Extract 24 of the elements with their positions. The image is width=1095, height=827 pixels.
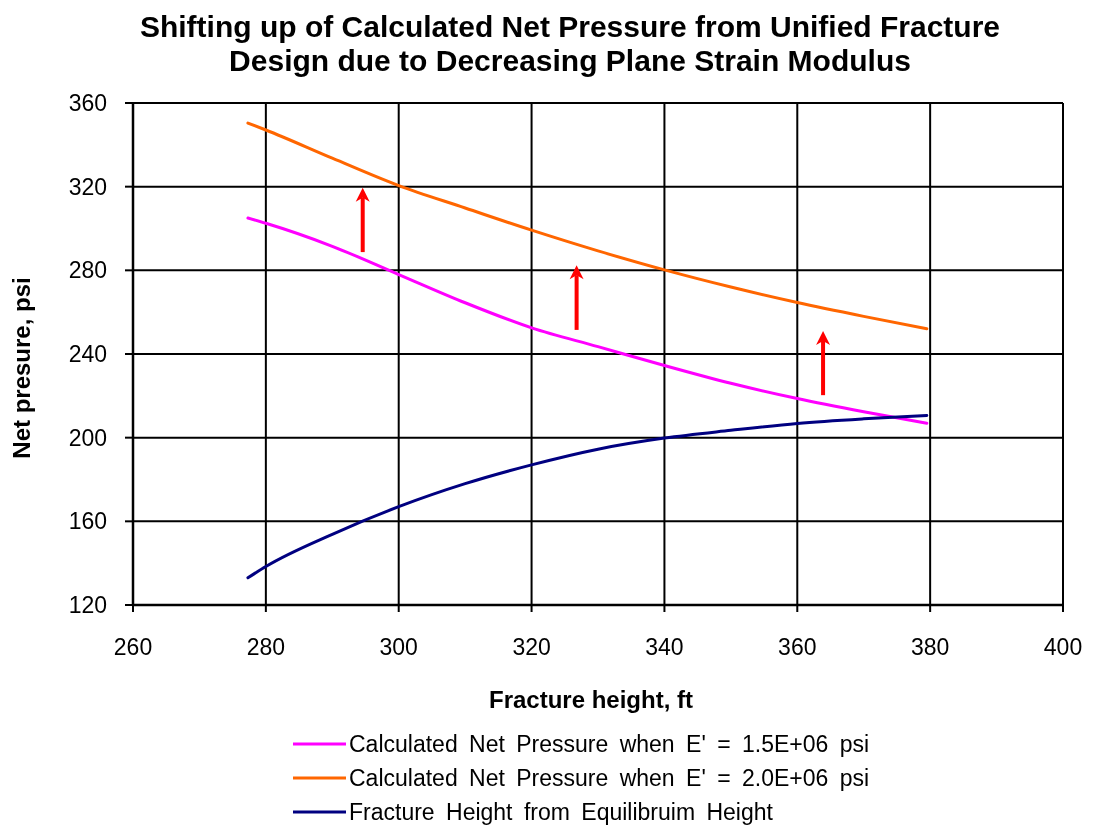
x-tick-label: 380 <box>910 634 950 660</box>
x-tick-label: 400 <box>1043 634 1083 660</box>
x-tick-label: 320 <box>512 634 551 660</box>
x-tick-label: 300 <box>379 634 418 660</box>
x-tick-label: 340 <box>645 634 684 660</box>
legend-label: Calculated Net Pressure when E' = 2.0E+06 psi <box>349 765 870 791</box>
y-tick-label: 280 <box>68 257 107 284</box>
y-tick-label: 200 <box>68 424 107 451</box>
x-tick-label: 280 <box>246 634 286 660</box>
line-series <box>246 216 929 425</box>
legend-label: Fracture Height from Equilibruim Height <box>349 799 774 825</box>
chart-title: Shifting up of Calculated Net Pressure from Unified Fracture Design due to Decreasing Plane Strain Modulus <box>139 10 1001 77</box>
legend-label: Calculated Net Pressure when E' = 1.5E+06 psi <box>349 731 870 757</box>
x-tick-label: 360 <box>778 634 817 660</box>
x-tick-label: 260 <box>113 634 153 660</box>
y-tick-label: 160 <box>68 508 107 535</box>
y-axis-title: Net presure, psi <box>8 277 35 459</box>
line-series <box>246 414 929 580</box>
line-series <box>246 121 929 331</box>
y-tick-label: 320 <box>68 173 107 200</box>
y-tick-label: 360 <box>68 90 107 116</box>
y-tick-label: 120 <box>68 592 107 618</box>
x-axis-title: Fracture height, ft <box>488 686 694 713</box>
y-tick-label: 240 <box>68 341 107 367</box>
